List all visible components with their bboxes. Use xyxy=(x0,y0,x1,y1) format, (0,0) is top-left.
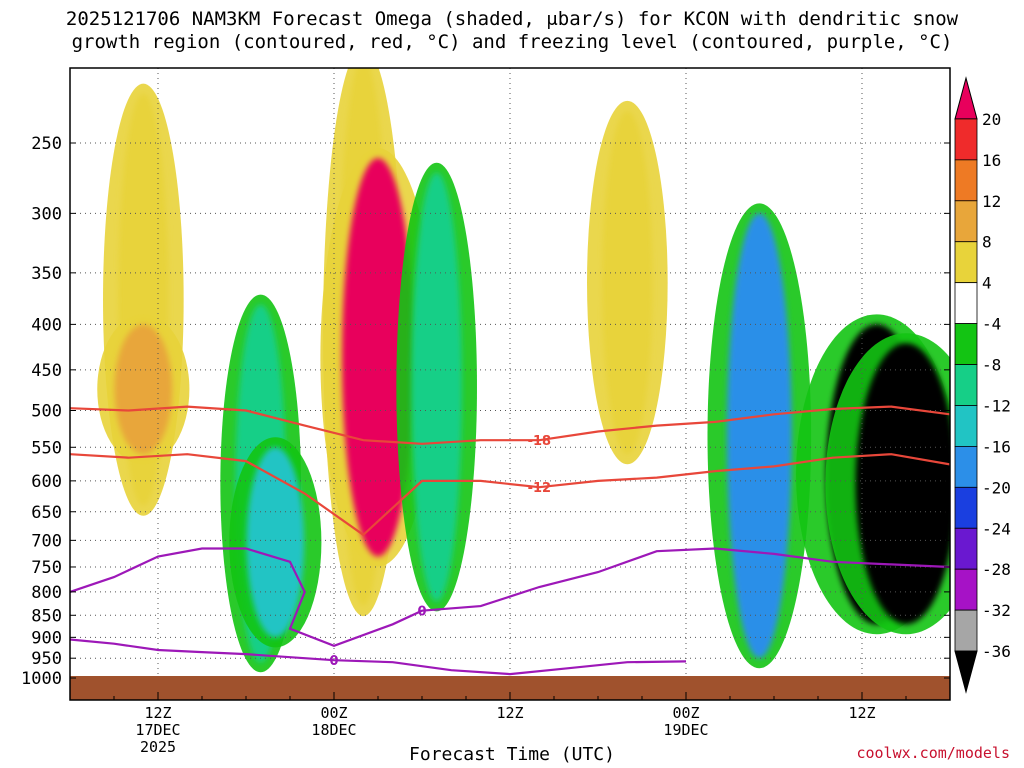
colorbar-bin xyxy=(954,609,978,652)
y-tick-label: 300 xyxy=(31,204,62,224)
contour-freezing-upper-label: 0 xyxy=(417,605,426,620)
colorbar-bin-top xyxy=(954,76,978,120)
colorbar-bin xyxy=(954,445,978,488)
omega-core-8 xyxy=(726,213,792,659)
x-tick-label: 19DEC xyxy=(663,721,708,739)
colorbar-label: 8 xyxy=(982,233,992,252)
colorbar-bin xyxy=(954,486,978,529)
x-tick-label: 17DEC xyxy=(135,721,180,739)
y-tick-label: 850 xyxy=(31,606,62,626)
x-tick-label: 18DEC xyxy=(311,721,356,739)
omega-field xyxy=(97,68,950,673)
contour-minus12 xyxy=(70,453,950,537)
colorbar-label: 4 xyxy=(982,274,992,293)
colorbar-bin xyxy=(954,241,978,284)
colorbar-bin xyxy=(954,200,978,243)
colorbar: 20 16 12 8 4 -4 -8 -12 -16 -20 -24 -28 -32 -36 xyxy=(954,76,1011,694)
omega-core-5 xyxy=(342,158,414,557)
contour-freezing-upper xyxy=(70,547,950,647)
x-tick-label: 12Z xyxy=(144,704,171,722)
chart-title-line-1: 2025121706 NAM3KM Forecast Omega (shaded… xyxy=(65,8,959,30)
y-axis: 2503003504004505005506006507007508008509… xyxy=(21,134,950,689)
y-tick-label: 1000 xyxy=(21,669,62,689)
colorbar-label: -32 xyxy=(982,601,1011,620)
x-tick-label: 00Z xyxy=(320,704,347,722)
y-tick-label: 550 xyxy=(31,438,62,458)
colorbar-bin xyxy=(954,118,978,161)
y-tick-label: 450 xyxy=(31,361,62,381)
colorbar-bin xyxy=(954,364,978,406)
y-tick-label: 400 xyxy=(31,315,62,335)
y-tick-label: 350 xyxy=(31,264,62,284)
colorbar-bin xyxy=(954,568,978,611)
colorbar-bin xyxy=(954,159,978,202)
y-tick-label: 600 xyxy=(31,472,62,492)
y-tick-label: 500 xyxy=(31,402,62,422)
contour-minus18-label: -18 xyxy=(528,434,552,449)
colorbar-label: 16 xyxy=(982,151,1001,170)
x-tick-label: 12Z xyxy=(496,704,523,722)
y-tick-label: 250 xyxy=(31,134,62,154)
contour-minus12-label: -12 xyxy=(528,481,552,496)
omega-core-7 xyxy=(602,110,653,455)
contour-minus18 xyxy=(70,405,950,445)
colorbar-bin xyxy=(954,282,978,324)
y-tick-label: 950 xyxy=(31,649,62,669)
y-tick-label: 650 xyxy=(31,503,62,523)
y-tick-label: 800 xyxy=(31,583,62,603)
colorbar-label: -12 xyxy=(982,396,1011,415)
x-tick-label: 00Z xyxy=(672,704,699,722)
x-axis-label: Forecast Time (UTC) xyxy=(409,744,615,765)
colorbar-label: -20 xyxy=(982,478,1011,497)
colorbar-label: -24 xyxy=(982,519,1011,538)
colorbar-bin xyxy=(954,323,978,365)
y-tick-label: 900 xyxy=(31,628,62,648)
contour-freezing-lower xyxy=(70,638,687,676)
colorbar-label: 12 xyxy=(982,192,1001,211)
x-tick-label: 12Z xyxy=(848,704,875,722)
omega-core-1 xyxy=(114,324,173,455)
omega-core-6 xyxy=(411,172,462,602)
y-tick-label: 700 xyxy=(31,531,62,551)
temperature-contours: -18 -12 0 0 xyxy=(70,405,950,676)
colorbar-label: -36 xyxy=(982,642,1011,661)
chart-title-line-2: growth region (contoured, red, °C) and f… xyxy=(71,31,953,53)
colorbar-label: -28 xyxy=(982,560,1011,579)
omega-core-10 xyxy=(855,343,950,625)
omega-core-3 xyxy=(246,447,305,638)
y-tick-label: 750 xyxy=(31,558,62,578)
colorbar-bin xyxy=(954,527,978,570)
grid-lines xyxy=(70,68,950,700)
colorbar-label: 20 xyxy=(982,110,1001,129)
colorbar-label: -4 xyxy=(982,315,1001,334)
contour-freezing-lower-label: 0 xyxy=(329,654,338,669)
x-tick-label: 2025 xyxy=(140,738,176,756)
colorbar-bin-bottom xyxy=(954,650,978,694)
colorbar-label: -8 xyxy=(982,356,1001,375)
credit-text: coolwx.com/models xyxy=(856,744,1010,762)
colorbar-label: -16 xyxy=(982,437,1011,456)
colorbar-bin xyxy=(954,405,978,447)
